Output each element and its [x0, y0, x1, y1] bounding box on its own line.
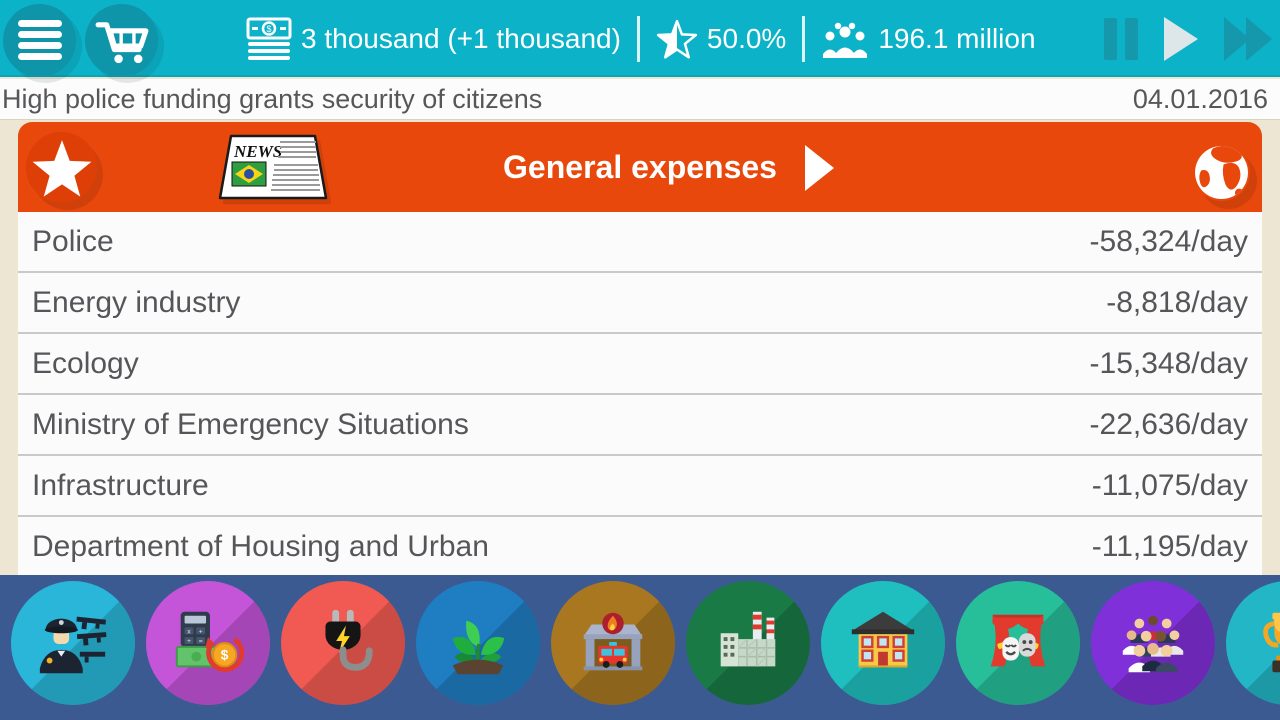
population-value: 196.1 million — [878, 22, 1036, 54]
fast-forward-icon — [1224, 16, 1250, 61]
cart-icon — [95, 21, 148, 63]
expense-row-police[interactable]: Police -58,324/day — [18, 212, 1262, 273]
expenses-panel: NEWS General expenses — [18, 122, 1262, 575]
expense-label: Ecology — [32, 346, 139, 380]
rating-stat[interactable]: 50.0% — [656, 19, 786, 59]
svg-text:=: = — [199, 638, 203, 645]
expense-value: -11,195/day — [1091, 529, 1248, 563]
population-icon — [823, 22, 868, 58]
globe-button[interactable] — [1193, 144, 1250, 201]
rating-star-icon — [656, 19, 698, 59]
ecology-icon — [452, 620, 505, 675]
panel-title: General expenses — [503, 148, 777, 185]
money-stat[interactable]: $ 3 thousand (+1 thousand) — [246, 16, 621, 62]
expense-row-housing[interactable]: Department of Housing and Urban -11,195/… — [18, 517, 1262, 575]
achievements-icon — [1263, 612, 1280, 673]
svg-text:$: $ — [266, 24, 271, 34]
expense-value: -58,324/day — [1089, 224, 1248, 258]
expense-label: Police — [32, 224, 114, 258]
expense-row-infrastructure[interactable]: Infrastructure -11,075/day — [18, 456, 1262, 517]
game-date: 04.01.2016 — [1132, 83, 1268, 114]
top-bar: $ 3 thousand (+1 thousand) — [0, 0, 1280, 77]
menu-button[interactable] — [3, 4, 76, 77]
expense-row-energy[interactable]: Energy industry -8,818/day — [18, 273, 1262, 334]
nav-budget-button[interactable]: x + + = $ — [146, 581, 270, 705]
favorite-star-icon — [32, 139, 91, 197]
favorite-star-button[interactable] — [26, 132, 97, 203]
culture-icon — [990, 614, 1046, 667]
police-icon — [39, 616, 107, 674]
news-ticker: High police funding grants security of c… — [0, 79, 1280, 120]
menu-icon — [17, 19, 62, 60]
stat-separator — [802, 15, 806, 62]
top-stats: $ 3 thousand (+1 thousand) — [246, 0, 1036, 77]
population-stat[interactable]: 196.1 million — [821, 19, 1036, 59]
nav-society-button[interactable] — [1091, 581, 1215, 705]
expense-value: -8,818/day — [1106, 285, 1248, 319]
housing-icon — [851, 611, 915, 668]
svg-text:+: + — [199, 628, 203, 635]
globe-icon — [1195, 146, 1248, 199]
time-controls — [1104, 0, 1272, 77]
svg-text:$: $ — [221, 648, 229, 663]
shop-button[interactable] — [85, 4, 158, 77]
bottom-nav-bar: x + + = $ — [0, 575, 1280, 720]
emergency-icon — [583, 612, 643, 671]
nav-energy-button[interactable] — [281, 581, 405, 705]
rating-value: 50.0% — [706, 22, 787, 54]
nav-culture-button[interactable] — [956, 581, 1080, 705]
ticker-message: High police funding grants security of c… — [2, 83, 543, 114]
news-button[interactable]: NEWS — [218, 134, 328, 200]
expense-label: Energy industry — [32, 285, 241, 319]
nav-achievements-button[interactable] — [1226, 581, 1280, 705]
nav-industry-button[interactable] — [686, 581, 810, 705]
expense-rows: Police -58,324/day Energy industry -8,81… — [18, 212, 1262, 575]
expense-value: -11,075/day — [1091, 468, 1248, 502]
next-arrow-icon[interactable] — [805, 145, 834, 191]
expense-value: -15,348/day — [1089, 346, 1248, 380]
energy-icon — [325, 609, 373, 671]
expense-row-ecology[interactable]: Ecology -15,348/day — [18, 334, 1262, 395]
expense-label: Infrastructure — [32, 468, 209, 502]
news-icon: NEWS — [218, 134, 328, 200]
nav-housing-button[interactable] — [821, 581, 945, 705]
stat-separator — [636, 15, 640, 62]
money-icon: $ — [246, 17, 292, 60]
play-icon — [1164, 16, 1198, 61]
expense-label: Department of Housing and Urban — [32, 529, 489, 563]
budget-icon: x + + = $ — [175, 611, 245, 672]
fast-forward-button[interactable] — [1224, 16, 1272, 61]
svg-text:+: + — [187, 638, 191, 645]
nav-ecology-button[interactable] — [416, 581, 540, 705]
society-icon — [1122, 615, 1184, 673]
svg-text:x: x — [187, 628, 191, 635]
pause-button[interactable] — [1104, 17, 1138, 60]
industry-icon — [720, 611, 776, 667]
panel-header: NEWS General expenses — [18, 122, 1262, 212]
pause-icon — [1104, 17, 1117, 60]
nav-police-button[interactable] — [11, 581, 135, 705]
expense-row-emergency[interactable]: Ministry of Emergency Situations -22,636… — [18, 395, 1262, 456]
money-value: 3 thousand (+1 thousand) — [301, 22, 621, 54]
expense-label: Ministry of Emergency Situations — [32, 407, 469, 441]
expense-value: -22,636/day — [1089, 407, 1248, 441]
svg-text:NEWS: NEWS — [233, 142, 282, 161]
play-button[interactable] — [1164, 16, 1198, 61]
nav-emergency-button[interactable] — [551, 581, 675, 705]
